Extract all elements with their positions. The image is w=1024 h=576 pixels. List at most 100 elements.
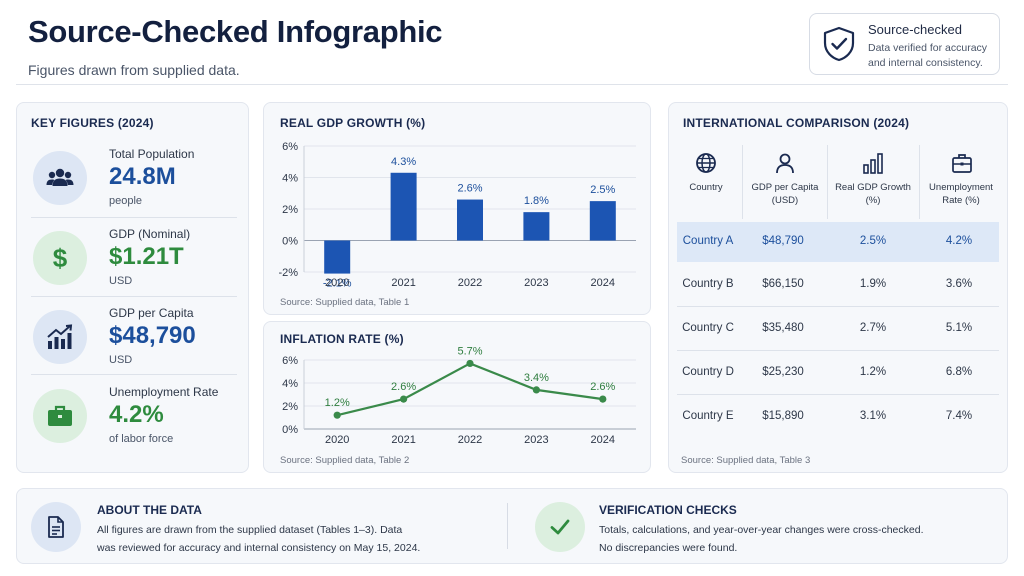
data-label: -2.1%	[323, 278, 352, 290]
comparison-source: Source: Supplied data, Table 3	[681, 455, 811, 466]
table-row: Country A $48,790 2.5% 4.2%	[677, 222, 999, 262]
table-row: Country C $35,480 2.7% 5.1%	[677, 309, 999, 349]
data-point	[333, 411, 341, 419]
verification-line-2: No discrepancies were found.	[599, 542, 738, 554]
table-cell: 2.5%	[859, 235, 887, 247]
gdp-growth-chart: 6% 4% 2% 0% -2% -2.1%2020 4.3% 2021 2.6% 2022 1.8%…	[278, 141, 636, 290]
data-point	[400, 395, 408, 403]
kf-population: Total Population 24.8M people	[31, 141, 237, 219]
about-line-1: All figures are drawn from the supplied …	[97, 524, 403, 536]
table-cell: Country E	[682, 410, 734, 422]
col-header-unemployment: Unemployment Rate (%)	[929, 182, 993, 206]
verification-title: VERIFICATION CHECKS	[599, 503, 737, 517]
table-cell: 2.7%	[859, 322, 887, 334]
x-tick-label: 2020	[325, 277, 349, 289]
x-tick-label: 2021	[391, 434, 415, 446]
table-cell: 3.6%	[945, 278, 973, 290]
table-cell: 7.4%	[945, 410, 973, 422]
kf-unit: people	[109, 195, 143, 207]
y-tick-label: 4%	[282, 378, 298, 390]
page-title: Source-Checked Infographic	[28, 14, 443, 49]
growth-chart-icon	[47, 324, 73, 349]
table-cell: Country D	[682, 366, 734, 378]
data-label: 4.3%	[391, 156, 416, 168]
footer-panel: ABOUT THE DATA All figures are drawn fro…	[16, 488, 1008, 564]
table-cell: 3.1%	[859, 410, 887, 422]
people-icon	[46, 168, 74, 186]
data-label: 1.8%	[524, 195, 549, 207]
briefcase-icon	[952, 154, 972, 173]
person-icon	[776, 153, 794, 174]
table-cell: $66,150	[762, 278, 804, 290]
kf-gdp-per-capita: GDP per Capita $48,790 USD	[31, 300, 237, 378]
col-header-country: Country	[689, 182, 723, 193]
x-tick-label: 2023	[524, 434, 548, 446]
y-tick-label: 2%	[282, 204, 298, 216]
x-tick-label: 2022	[458, 277, 482, 289]
inflation-source: Source: Supplied data, Table 2	[280, 455, 410, 466]
col-header-gdp-growth: Real GDP Growth (%)	[835, 182, 911, 206]
bar	[457, 199, 483, 241]
globe-icon	[696, 153, 716, 173]
y-tick-label: 4%	[282, 173, 298, 185]
table-cell: $35,480	[762, 322, 804, 334]
kf-value: 4.2%	[109, 401, 164, 428]
table-cell: $25,230	[762, 366, 804, 378]
key-figures-title: KEY FIGURES (2024)	[31, 116, 154, 130]
x-tick-label: 2020	[325, 434, 349, 446]
x-tick-label: 2023	[524, 277, 548, 289]
badge-title: Source-checked	[868, 22, 962, 37]
page-subtitle: Figures drawn from supplied data.	[28, 62, 240, 78]
dollar-icon: $	[53, 244, 68, 272]
data-label: 2.6%	[590, 381, 615, 393]
briefcase-icon	[48, 405, 72, 426]
comparison-card: INTERNATIONAL COMPARISON (2024) Country …	[668, 102, 1008, 473]
bar	[523, 212, 550, 241]
table-row: Country D $25,230 1.2% 6.8%	[677, 353, 999, 393]
kf-unit: of labor force	[109, 433, 174, 445]
table-cell: Country C	[682, 322, 734, 334]
y-tick-label: 0%	[282, 424, 298, 436]
data-point	[532, 386, 540, 394]
table-cell: 5.1%	[945, 322, 973, 334]
kf-value: $48,790	[109, 322, 196, 349]
series-line	[336, 362, 603, 417]
header-divider	[16, 84, 1008, 85]
x-tick-label: 2022	[458, 434, 482, 446]
table-cell: 1.9%	[859, 278, 887, 290]
gdp-growth-source: Source: Supplied data, Table 1	[280, 297, 410, 308]
data-label: 3.4%	[524, 372, 549, 384]
kf-unit: USD	[109, 354, 133, 366]
gdp-growth-title: REAL GDP GROWTH (%)	[280, 116, 426, 130]
x-tick-label: 2024	[591, 434, 615, 446]
data-label: 2.5%	[590, 184, 615, 196]
table-cell: Country A	[682, 235, 734, 247]
bar	[589, 201, 616, 241]
bar	[390, 172, 417, 241]
about-title: ABOUT THE DATA	[97, 503, 202, 517]
kf-unit: USD	[109, 275, 133, 287]
y-tick-label: 0%	[282, 236, 298, 248]
inflation-title: INFLATION RATE (%)	[280, 332, 404, 346]
y-tick-label: 2%	[282, 401, 298, 413]
table-cell: 4.2%	[945, 235, 973, 247]
y-tick-label: 6%	[282, 141, 298, 153]
data-point	[599, 395, 607, 403]
x-tick-label: 2024	[591, 277, 615, 289]
comparison-title: INTERNATIONAL COMPARISON (2024)	[683, 116, 910, 130]
y-tick-label: 6%	[282, 355, 298, 367]
table-cell: $48,790	[762, 235, 804, 247]
table-cell: Country B	[682, 278, 734, 290]
table-cell: 6.8%	[945, 366, 973, 378]
checkmark-icon	[550, 519, 570, 535]
kf-label: GDP (Nominal)	[109, 227, 191, 241]
bar	[324, 240, 351, 274]
kf-value: 24.8M	[109, 163, 176, 190]
data-point	[466, 359, 474, 368]
document-icon	[48, 516, 64, 538]
y-tick-label: -2%	[278, 267, 298, 279]
table-row: Country E $15,890 3.1% 7.4%	[677, 397, 999, 437]
shield-check-icon	[823, 26, 855, 62]
kf-gdp-nominal: $ GDP (Nominal) $1.21T USD	[31, 221, 237, 299]
data-label: 2.6%	[457, 183, 482, 195]
